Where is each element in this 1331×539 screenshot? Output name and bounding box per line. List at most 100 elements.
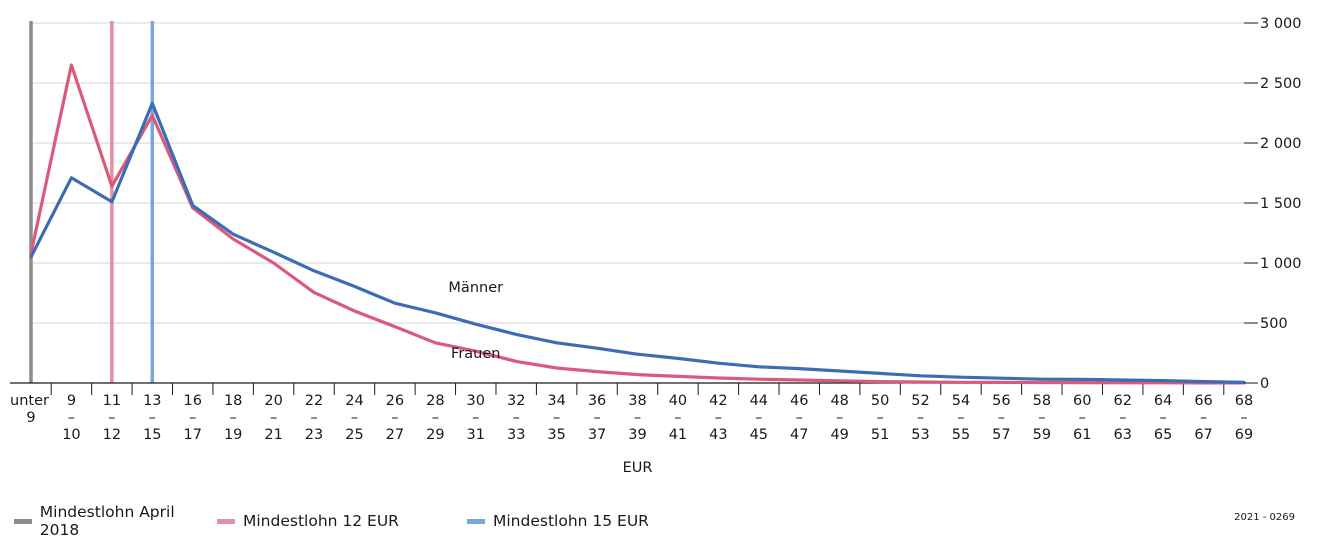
x-tick-label: –	[755, 410, 762, 426]
legend: Mindestlohn April 2018 Mindestlohn 12 EUR…	[14, 503, 727, 539]
series-annotations: Männer Frauen	[448, 280, 503, 362]
x-tick-label: 27	[386, 427, 404, 443]
series-annotation: Männer	[448, 280, 503, 296]
x-tick-label: 26	[386, 393, 404, 409]
gridlines	[31, 22, 1244, 324]
reference-lines	[29, 21, 155, 383]
x-tick-label: –	[998, 410, 1005, 426]
x-tick-label: –	[351, 410, 358, 426]
x-tick-label: 45	[750, 427, 768, 443]
x-tick-label: –	[149, 410, 156, 426]
y-tick-label: 2 500	[1260, 76, 1302, 92]
x-tick-label: –	[553, 410, 560, 426]
x-tick-label: 56	[992, 393, 1010, 409]
x-tick-label: 68	[1235, 393, 1253, 409]
x-tick-label: 18	[224, 393, 242, 409]
x-tick-label: 50	[871, 393, 889, 409]
x-tick-label: –	[432, 410, 439, 426]
x-tick-label: –	[270, 410, 277, 426]
x-tick-label: –	[108, 410, 115, 426]
x-tick-label: 58	[1033, 393, 1051, 409]
x-tick-label: 60	[1073, 393, 1091, 409]
x-tick-label: 32	[507, 393, 525, 409]
x-tick-label: 13	[143, 393, 161, 409]
x-tick-label: 43	[709, 427, 727, 443]
series-lines	[29, 63, 1246, 385]
legend-item: Mindestlohn 12 EUR	[217, 503, 467, 539]
x-tick-label: 21	[264, 427, 282, 443]
x-tick-label: 9	[67, 393, 76, 409]
x-tick-label: 63	[1113, 427, 1131, 443]
x-tick-label: 66	[1194, 393, 1212, 409]
x-tick-label: –	[1038, 410, 1045, 426]
x-tick-label: 15	[143, 427, 161, 443]
x-tick-label: –	[1119, 410, 1126, 426]
x-tick-label: 48	[830, 393, 848, 409]
x-tick-label: –	[674, 410, 681, 426]
x-tick-label: 30	[467, 393, 485, 409]
x-tick-label: unter	[10, 393, 49, 409]
series-line-frauen	[29, 63, 1246, 385]
y-tick-label: 1 000	[1260, 256, 1302, 272]
y-axis: 0 500 1 000 1 500 2 000 2 500 3 000	[1244, 16, 1302, 392]
x-tick-label: 20	[264, 393, 282, 409]
x-tick-label: 22	[305, 393, 323, 409]
series-line-männer	[29, 101, 1246, 384]
x-tick-label: 44	[750, 393, 768, 409]
x-tick-label: 64	[1154, 393, 1172, 409]
y-tick-label: 3 000	[1260, 16, 1302, 32]
legend-item: Mindestlohn 15 EUR	[467, 503, 727, 539]
x-tick-label: 28	[426, 393, 444, 409]
legend-label: Mindestlohn 12 EUR	[243, 512, 399, 530]
x-tick-label: –	[917, 410, 924, 426]
x-tick-label: 55	[952, 427, 970, 443]
x-tick-label: –	[634, 410, 641, 426]
x-tick-label: 16	[184, 393, 202, 409]
x-tick-label: 53	[911, 427, 929, 443]
x-tick-label: –	[1160, 410, 1167, 426]
x-tick-label: 10	[62, 427, 80, 443]
x-tick-label: 69	[1235, 427, 1253, 443]
x-tick-label: 40	[669, 393, 687, 409]
x-tick-label: –	[513, 410, 520, 426]
x-tick-label: –	[1240, 410, 1247, 426]
x-tick-label: –	[472, 410, 479, 426]
y-tick-label: 500	[1260, 316, 1288, 332]
x-tick-label: –	[957, 410, 964, 426]
x-tick-label: 19	[224, 427, 242, 443]
x-tick-label: 12	[103, 427, 121, 443]
legend-swatch	[467, 518, 485, 524]
x-tick-label: 33	[507, 427, 525, 443]
x-tick-label: 34	[547, 393, 565, 409]
x-tick-label: –	[593, 410, 600, 426]
x-tick-label: 17	[184, 427, 202, 443]
x-tick-label: –	[715, 410, 722, 426]
y-tick-label: 1 500	[1260, 196, 1302, 212]
x-tick-label: 52	[911, 393, 929, 409]
x-tick-label: 31	[467, 427, 485, 443]
legend-item: Mindestlohn April 2018	[14, 503, 217, 539]
x-tick-label: –	[1200, 410, 1207, 426]
x-tick-label: 38	[628, 393, 646, 409]
x-tick-label: 51	[871, 427, 889, 443]
x-axis-label: EUR	[623, 460, 653, 476]
legend-swatch	[217, 518, 235, 524]
x-tick-label: –	[1079, 410, 1086, 426]
legend-swatch	[14, 518, 32, 524]
x-tick-label: 11	[103, 393, 121, 409]
legend-label: Mindestlohn April 2018	[39, 503, 175, 539]
x-tick-label: 9	[26, 410, 35, 426]
x-tick-label: –	[230, 410, 237, 426]
y-tick-label: 2 000	[1260, 136, 1302, 152]
x-tick-label: 67	[1194, 427, 1212, 443]
x-tick-label: 42	[709, 393, 727, 409]
source-id: 2021 - 0269	[1234, 512, 1295, 523]
x-tick-label: 65	[1154, 427, 1172, 443]
x-tick-label: 41	[669, 427, 687, 443]
x-tick-label: 49	[830, 427, 848, 443]
x-tick-label: –	[68, 410, 75, 426]
legend-label: Mindestlohn 15 EUR	[493, 512, 649, 530]
x-tick-label: 35	[547, 427, 565, 443]
x-tick-label: 62	[1113, 393, 1131, 409]
